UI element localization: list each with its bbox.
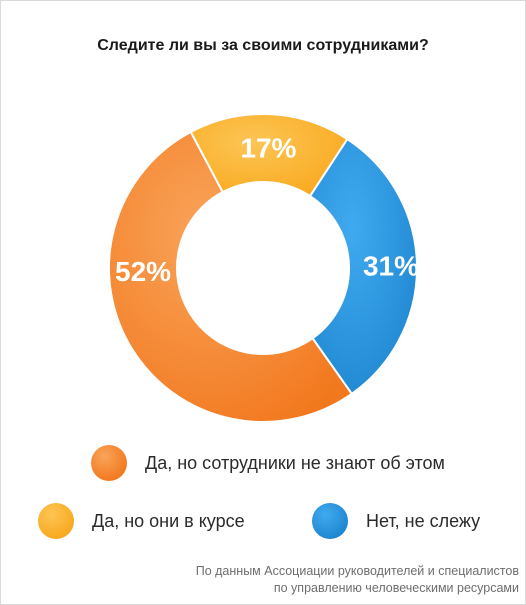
legend-label-aware: Да, но они в курсе <box>92 510 245 531</box>
legend-marker-not-tracking <box>312 503 348 539</box>
slice-not-tracking <box>308 137 418 396</box>
chart-title: Следите ли вы за своими сотрудниками? <box>97 37 429 54</box>
value-label-aware: 17% <box>240 133 296 164</box>
legend-item-not-tracking: Нет, не слежу <box>312 503 480 539</box>
legend-label-unaware: Да, но сотрудники не знают об этом <box>145 452 445 473</box>
legend-label-not-tracking: Нет, не слежу <box>366 510 481 531</box>
source-note: По данным Ассоциации руководителей и спе… <box>196 563 519 597</box>
value-label-not-tracking: 31% <box>363 250 419 281</box>
value-label-unaware: 52% <box>115 256 171 287</box>
legend-item-unaware: Да, но сотрудники не знают об этом <box>91 445 445 481</box>
source-line-1: По данным Ассоциации руководителей и спе… <box>195 564 519 578</box>
legend-marker-aware <box>38 503 74 539</box>
legend-item-aware: Да, но они в курсе <box>38 503 245 539</box>
donut-chart: 17% 31% 52% <box>108 113 419 423</box>
source-line-2: по управлению человеческими ресурсами <box>273 581 519 595</box>
slice-unaware <box>108 130 354 423</box>
legend-marker-unaware <box>91 445 127 481</box>
